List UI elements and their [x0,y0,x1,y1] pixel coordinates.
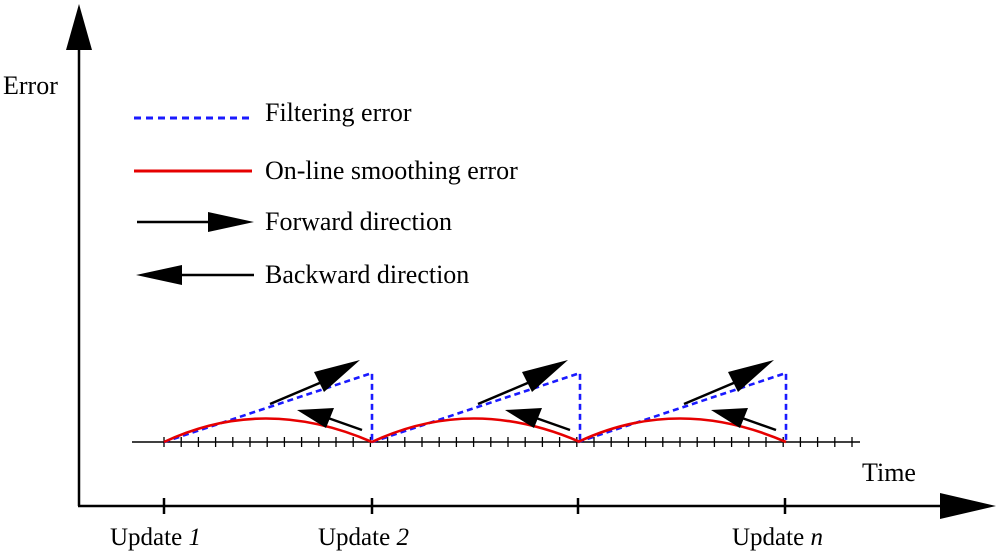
forward-arrow-shaft [269,380,323,406]
legend-forward-label: Forward direction [265,207,452,236]
forward-arrow-shaft [683,380,737,406]
update-label-2: Update 2 [318,524,409,551]
smoothing-error-curve [163,417,373,444]
forward-arrow-shaft [477,380,531,406]
x-axis-title: Time [862,458,916,487]
filtering-error-line [371,371,582,444]
backward-arrowhead [711,408,748,428]
backward-arrow-shaft [535,416,571,432]
error-segments [163,360,788,444]
update-labels: Update 1 Update 2 Update n [110,524,823,551]
x-axis-arrowhead [940,493,996,519]
forward-arrowhead [314,360,360,392]
y-axis-title: Error [3,71,58,100]
update-label-1: Update 1 [110,524,201,551]
smoothing-error-curve [577,417,787,444]
backward-arrowhead [505,408,542,428]
backward-arrow-shaft [741,416,777,432]
forward-arrowhead [522,360,568,392]
time-baseline [132,437,860,447]
legend-smoothing-label: On-line smoothing error [265,156,518,185]
backward-arrow-shaft [327,416,363,432]
filtering-error-line [577,371,788,444]
update-label-n: Update n [732,524,823,551]
segment-2 [371,360,582,444]
backward-arrowhead [297,408,334,428]
legend-backward-label: Backward direction [265,260,469,289]
legend-backward-arrowhead [136,265,182,285]
legend: Filtering error On-line smoothing error … [134,98,518,289]
legend-forward-arrowhead [208,212,254,232]
segment-1 [163,360,374,444]
y-axis-arrowhead [66,4,92,50]
filtering-error-line [163,371,374,444]
segment-3 [577,360,788,444]
forward-arrowhead [728,360,774,392]
legend-filtering-label: Filtering error [265,98,412,127]
smoothing-error-curve [371,417,581,444]
update-ticks [162,498,787,514]
